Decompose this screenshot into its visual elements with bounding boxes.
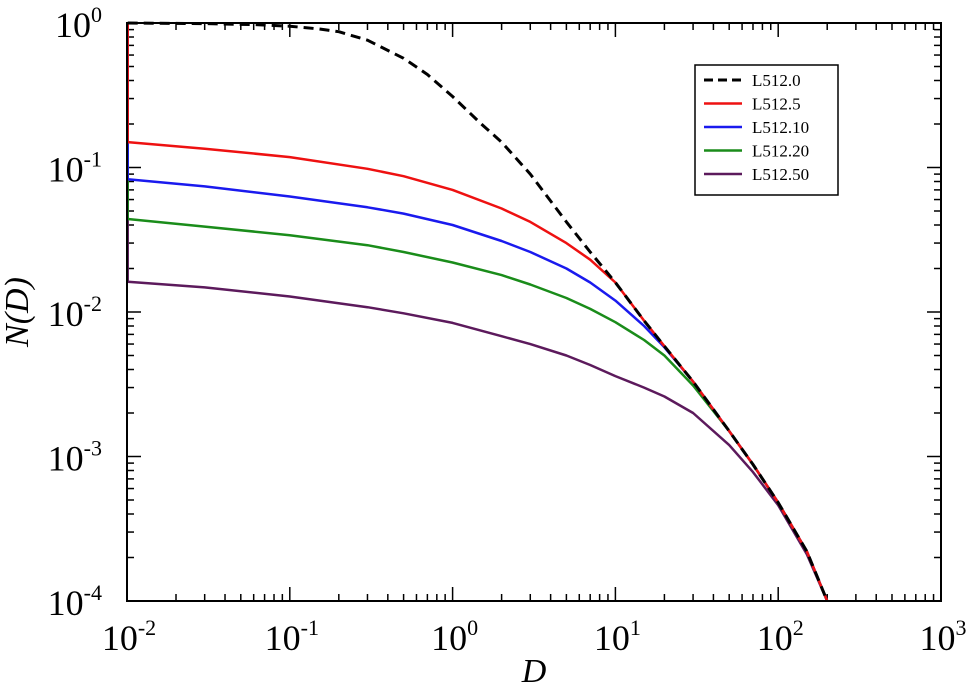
y-tick-label: 10-2 (48, 291, 102, 334)
y-tick-label: 10-3 (48, 436, 102, 479)
legend-label: L512.10 (752, 118, 809, 137)
series-line (126, 23, 829, 602)
y-tick-label: 10-1 (48, 147, 102, 190)
legend-label: L512.20 (752, 142, 809, 161)
series-line (126, 23, 829, 602)
legend-label: L512.5 (752, 95, 801, 114)
series-line (127, 21, 829, 602)
y-tick-label: 10-4 (48, 580, 102, 623)
axis-ticks (126, 22, 942, 602)
legend: L512.0 L512.5 L512.10 L512.20 L512.50 (694, 64, 839, 196)
x-tick-label: 10-2 (102, 615, 156, 658)
x-tick-label: 101 (594, 615, 641, 658)
tick-labels: 10-2 10-1 100 101 102 103 10-4 10-3 10-2 10-1 100 (48, 2, 967, 658)
legend-label: L512.50 (752, 165, 809, 184)
x-tick-label: 100 (431, 615, 478, 658)
series-layer (126, 21, 829, 602)
plot-frame (126, 22, 942, 602)
x-tick-label: 103 (920, 615, 967, 658)
y-axis-title: N(D) (0, 277, 36, 348)
x-tick-label: 10-1 (265, 615, 319, 658)
legend-label: L512.0 (752, 71, 801, 90)
x-tick-label: 102 (757, 615, 804, 658)
y-tick-label: 100 (55, 2, 102, 45)
x-axis-title: D (521, 653, 547, 690)
